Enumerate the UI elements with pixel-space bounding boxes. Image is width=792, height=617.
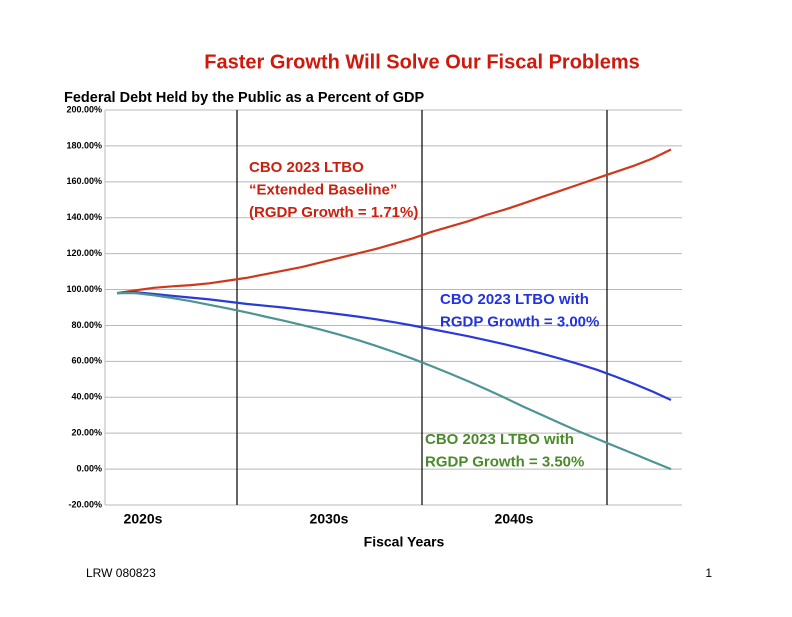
series-line — [116, 148, 672, 295]
annotation: CBO 2023 LTBO — [249, 159, 364, 176]
x-category-label: 2020s — [124, 511, 163, 527]
chart-title: Faster Growth Will Solve Our Fiscal Prob… — [204, 51, 640, 73]
y-tick-label: 20.00% — [71, 428, 102, 438]
annotation: RGDP Growth = 3.00% — [440, 313, 599, 330]
annotation: (RGDP Growth = 1.71%) — [249, 204, 418, 221]
y-tick-label: 80.00% — [71, 320, 102, 330]
annotation: CBO 2023 LTBO with — [425, 431, 574, 448]
x-category-label: 2040s — [495, 511, 534, 527]
y-tick-label: 0.00% — [76, 463, 102, 473]
annotation: CBO 2023 LTBO with — [440, 291, 589, 308]
annotation: RGDP Growth = 3.50% — [425, 453, 584, 470]
footer-right: 1 — [705, 566, 712, 580]
y-tick-label: 120.00% — [66, 248, 102, 258]
series-line — [117, 292, 672, 471]
footer-left: LRW 080823 — [86, 566, 156, 580]
y-tick-label: 200.00% — [66, 104, 102, 114]
y-tick-label: 100.00% — [66, 284, 102, 294]
x-category-label: 2030s — [310, 511, 349, 527]
y-tick-label: -20.00% — [68, 499, 102, 509]
chart-subtitle: Federal Debt Held by the Public as a Per… — [64, 90, 425, 106]
y-tick-label: 140.00% — [66, 212, 102, 222]
x-axis-label: Fiscal Years — [364, 534, 445, 550]
y-tick-label: 180.00% — [66, 140, 102, 150]
y-tick-label: 40.00% — [71, 392, 102, 402]
y-tick-label: 160.00% — [66, 176, 102, 186]
annotation: “Extended Baseline” — [249, 181, 397, 198]
y-tick-label: 60.00% — [71, 356, 102, 366]
series-line — [116, 291, 672, 401]
